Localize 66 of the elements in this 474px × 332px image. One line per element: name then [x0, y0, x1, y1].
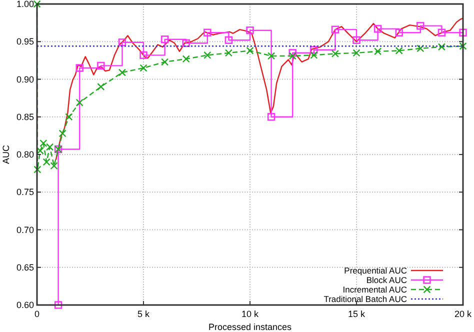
- point: [310, 46, 318, 54]
- point: [97, 62, 105, 70]
- point: [182, 39, 190, 47]
- y-axis-title: AUC: [1, 144, 11, 164]
- legend-label: Traditional Batch AUC: [324, 294, 407, 304]
- point: [140, 51, 148, 60]
- point: [352, 36, 360, 44]
- point: [395, 28, 403, 36]
- y-tick-label: 0.95: [16, 36, 34, 47]
- x-tick-label: 10 k: [241, 309, 260, 319]
- y-tick-label: 0.80: [16, 150, 34, 160]
- point: [160, 36, 169, 44]
- point: [42, 158, 50, 166]
- legend-label: Incremental AUC: [342, 284, 407, 294]
- point: [76, 98, 84, 106]
- point: [288, 52, 296, 60]
- point: [65, 113, 73, 121]
- point: [459, 28, 467, 36]
- y-tick-label: 0.75: [16, 187, 34, 198]
- point: [204, 28, 212, 36]
- x-tick-label: 15 k: [348, 309, 366, 319]
- x-tick-label: 5 k: [137, 309, 150, 319]
- legend-label: Block AUC: [366, 275, 407, 285]
- point: [288, 49, 296, 57]
- y-tick-label: 1.00: [16, 0, 34, 9]
- point: [331, 50, 339, 58]
- point: [374, 48, 382, 56]
- point: [395, 46, 403, 54]
- point: [438, 43, 446, 51]
- y-tick-label: 0.65: [16, 262, 34, 272]
- point: [246, 26, 254, 34]
- point: [224, 36, 233, 44]
- point: [331, 26, 340, 34]
- y-tick-label: 0.60: [16, 300, 34, 310]
- point: [40, 139, 48, 148]
- y-tick-label: 0.85: [16, 112, 34, 122]
- point: [118, 38, 126, 46]
- legend-label: Prequential AUC: [344, 266, 407, 276]
- point: [118, 68, 126, 76]
- point: [204, 51, 212, 59]
- point: [161, 58, 169, 66]
- x-tick-label: 20 k: [454, 309, 472, 319]
- point: [374, 24, 382, 33]
- point: [58, 130, 66, 138]
- y-tick-label: 0.70: [16, 224, 34, 235]
- point: [416, 22, 424, 30]
- point: [416, 44, 424, 52]
- point: [50, 162, 58, 170]
- point: [224, 49, 232, 57]
- point: [54, 301, 62, 309]
- point: [97, 82, 105, 91]
- point: [246, 46, 254, 54]
- point: [140, 64, 148, 72]
- point: [182, 55, 190, 63]
- point: [267, 113, 276, 121]
- point: [459, 42, 467, 50]
- x-axis-title: Processed instances: [208, 322, 292, 332]
- point: [34, 166, 42, 174]
- x-tick-label: 0: [34, 309, 40, 319]
- point: [352, 49, 360, 57]
- point: [310, 51, 318, 59]
- point: [76, 64, 84, 72]
- point: [268, 52, 276, 60]
- y-tick-label: 0.90: [16, 74, 34, 84]
- line-series: [55, 18, 464, 160]
- point: [438, 28, 446, 36]
